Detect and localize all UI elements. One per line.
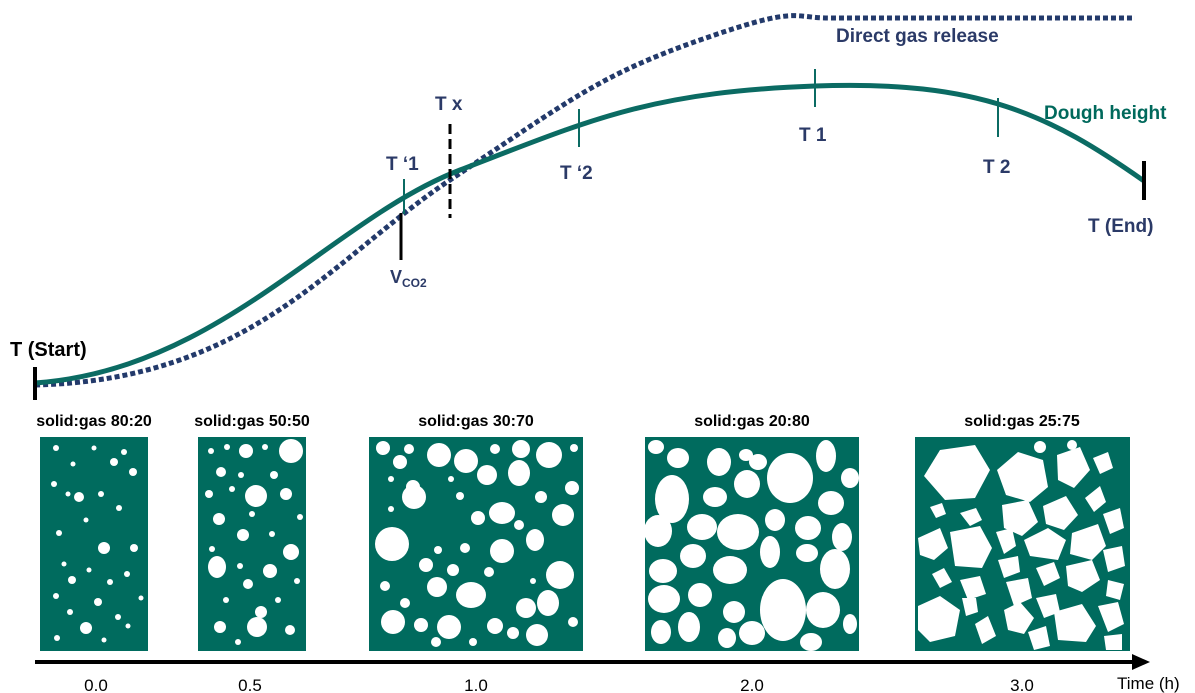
t-start-label: T (Start) <box>10 339 87 361</box>
time-tick-3: 2.0 <box>740 676 764 693</box>
panel-5-ratio: solid:gas 25:75 <box>964 413 1080 430</box>
panel-4-ratio: solid:gas 20:80 <box>694 413 810 430</box>
gas-curve-label: Direct gas release <box>836 26 999 47</box>
dough-panel-30-70 <box>369 437 583 651</box>
dough-panel-25-75 <box>915 437 1130 651</box>
time-axis-arrowhead <box>1132 654 1150 670</box>
dough-panel-20-80 <box>645 437 859 651</box>
t-x-label: T x <box>435 94 463 115</box>
t-1-label: T 1 <box>799 125 827 146</box>
t-prime-2-label: T ‘2 <box>560 163 593 184</box>
panel-3-ratio: solid:gas 30:70 <box>418 413 534 430</box>
time-tick-4: 3.0 <box>1010 676 1034 693</box>
dough-height-curve <box>34 82 1146 386</box>
dough-panel-50-50 <box>198 437 306 651</box>
t-prime-1-label: T ‘1 <box>386 154 419 175</box>
dough-curve-label: Dough height <box>1044 103 1167 124</box>
dough-panel-80-20 <box>40 437 148 651</box>
time-axis-label: Time (h) <box>1117 674 1180 693</box>
panel-2-ratio: solid:gas 50:50 <box>194 413 310 430</box>
t-end-label: T (End) <box>1088 216 1153 237</box>
time-tick-1: 0.5 <box>238 676 262 693</box>
gas-release-curve <box>34 13 1135 388</box>
t-2-label: T 2 <box>983 157 1010 178</box>
time-tick-2: 1.0 <box>464 676 488 693</box>
v-co2-label: VCO2 <box>390 267 427 290</box>
time-tick-0: 0.0 <box>84 676 108 693</box>
panel-1-ratio: solid:gas 80:20 <box>36 413 152 430</box>
